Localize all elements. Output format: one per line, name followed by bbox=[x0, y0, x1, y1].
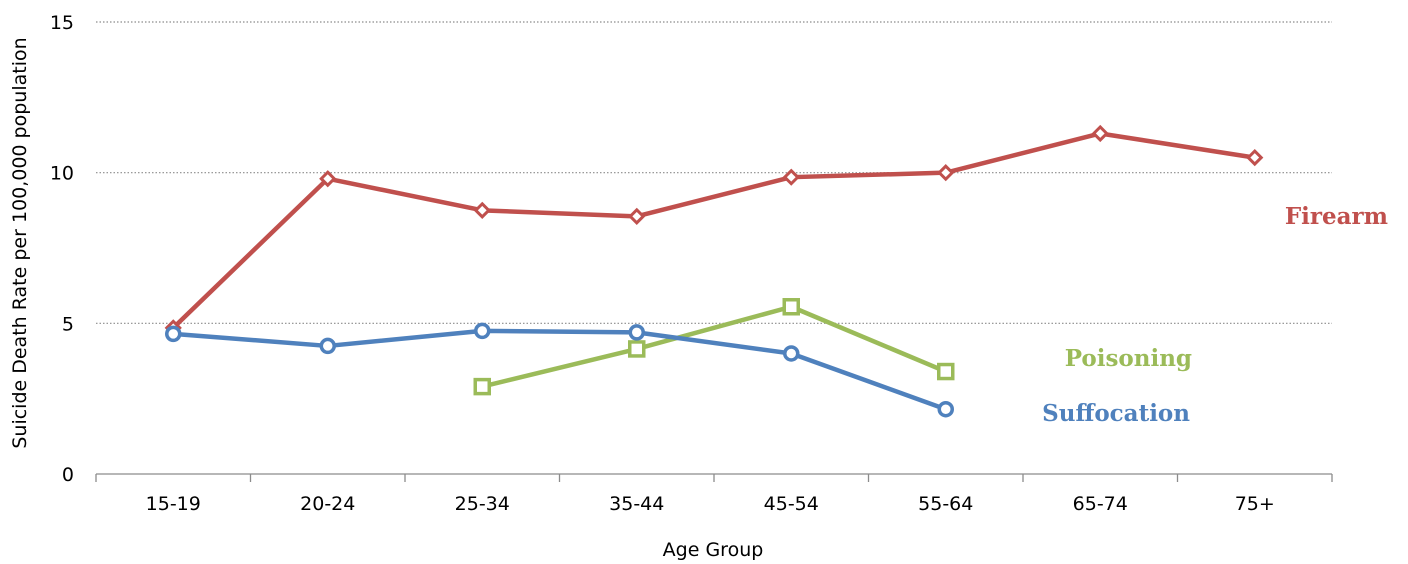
firearm-point bbox=[937, 164, 955, 182]
series-firearm bbox=[164, 124, 1264, 337]
poisoning-point bbox=[782, 298, 800, 316]
y-tick-label: 10 bbox=[50, 163, 74, 185]
suffocation-point bbox=[165, 325, 182, 343]
x-tick-label: 45-54 bbox=[764, 493, 819, 515]
firearm-point bbox=[1246, 148, 1264, 167]
x-tick-label: 35-44 bbox=[609, 493, 664, 515]
x-tick-label: 55-64 bbox=[918, 493, 973, 515]
suffocation-point bbox=[783, 345, 800, 362]
x-tick-label: 75+ bbox=[1235, 493, 1275, 515]
y-tick-label: 15 bbox=[50, 12, 74, 34]
y-axis-title: Suicide Death Rate per 100,000 populatio… bbox=[9, 37, 31, 448]
gridlines bbox=[96, 21, 1332, 324]
x-tick-label: 65-74 bbox=[1073, 493, 1128, 515]
suffocation-point bbox=[474, 322, 491, 340]
poisoning-point bbox=[628, 340, 646, 358]
firearm-label: Firearm bbox=[1285, 203, 1388, 230]
poisoning-line bbox=[480, 304, 948, 389]
axes: 0 5 10 15 15-19 20-24 25-34 35-44 45-54 55-64 65-7… bbox=[50, 12, 1333, 515]
series-labels: Firearm Poisoning Suffocation bbox=[1042, 203, 1388, 427]
firearm-point bbox=[319, 170, 337, 188]
x-tick-label: 15-19 bbox=[146, 493, 201, 515]
poisoning-label: Poisoning bbox=[1065, 345, 1192, 372]
firearm-point bbox=[1091, 124, 1109, 143]
series-lines bbox=[164, 124, 1264, 418]
firearm-point bbox=[628, 207, 646, 225]
suffocation-line bbox=[171, 328, 948, 412]
series-suffocation bbox=[165, 322, 954, 418]
poisoning-point bbox=[937, 362, 955, 381]
x-axis-title: Age Group bbox=[663, 539, 764, 561]
y-tick-label: 0 bbox=[62, 464, 74, 486]
firearm-point bbox=[473, 201, 491, 219]
x-tick-label: 20-24 bbox=[300, 493, 355, 515]
firearm-line bbox=[171, 131, 1257, 331]
suffocation-point bbox=[628, 324, 645, 341]
y-tick-label: 5 bbox=[62, 313, 74, 335]
x-tick-label: 25-34 bbox=[455, 493, 510, 515]
suffocation-point bbox=[319, 337, 336, 355]
suffocation-point bbox=[937, 400, 954, 418]
series-poisoning bbox=[473, 298, 955, 396]
suffocation-label: Suffocation bbox=[1042, 400, 1190, 427]
firearm-point bbox=[782, 168, 800, 186]
poisoning-point bbox=[473, 377, 491, 396]
